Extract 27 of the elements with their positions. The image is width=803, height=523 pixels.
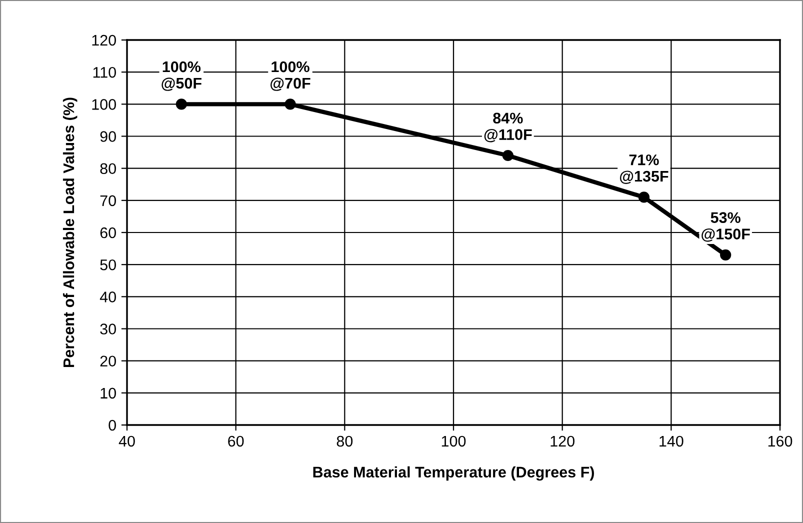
data-label: 53% @150F <box>702 212 750 242</box>
x-tick-label: 40 <box>118 436 135 447</box>
data-label: 100% @50F <box>162 61 202 91</box>
x-tick-label: 100 <box>442 436 466 447</box>
y-tick-label: 70 <box>100 195 116 206</box>
y-tick-label: 100 <box>92 99 116 110</box>
x-axis-title: Base Material Temperature (Degrees F) <box>313 466 594 481</box>
data-label: 84% @110F <box>484 112 532 142</box>
x-tick-label: 160 <box>768 436 792 447</box>
x-tick-label: 140 <box>660 436 684 447</box>
y-tick-label: 30 <box>100 324 116 334</box>
x-tick-label: 60 <box>228 436 244 447</box>
y-tick-label: 0 <box>108 420 116 431</box>
y-tick-label: 90 <box>100 131 116 142</box>
y-tick-label: 40 <box>100 292 116 302</box>
y-tick-label: 50 <box>100 259 116 270</box>
y-tick-label: 80 <box>100 163 116 174</box>
data-label: 71% @135F <box>620 154 668 184</box>
x-tick-label: 80 <box>336 436 353 447</box>
y-tick-label: 120 <box>92 34 116 46</box>
y-tick-label: 60 <box>100 227 116 238</box>
x-tick-label: 120 <box>550 436 574 447</box>
y-tick-label: 110 <box>93 66 116 78</box>
y-axis-title: Percent of Allowable Load Values (%) <box>62 98 78 368</box>
y-tick-label: 20 <box>100 356 116 367</box>
data-label: 100% @70F <box>270 61 310 91</box>
y-tick-label: 10 <box>100 388 116 399</box>
